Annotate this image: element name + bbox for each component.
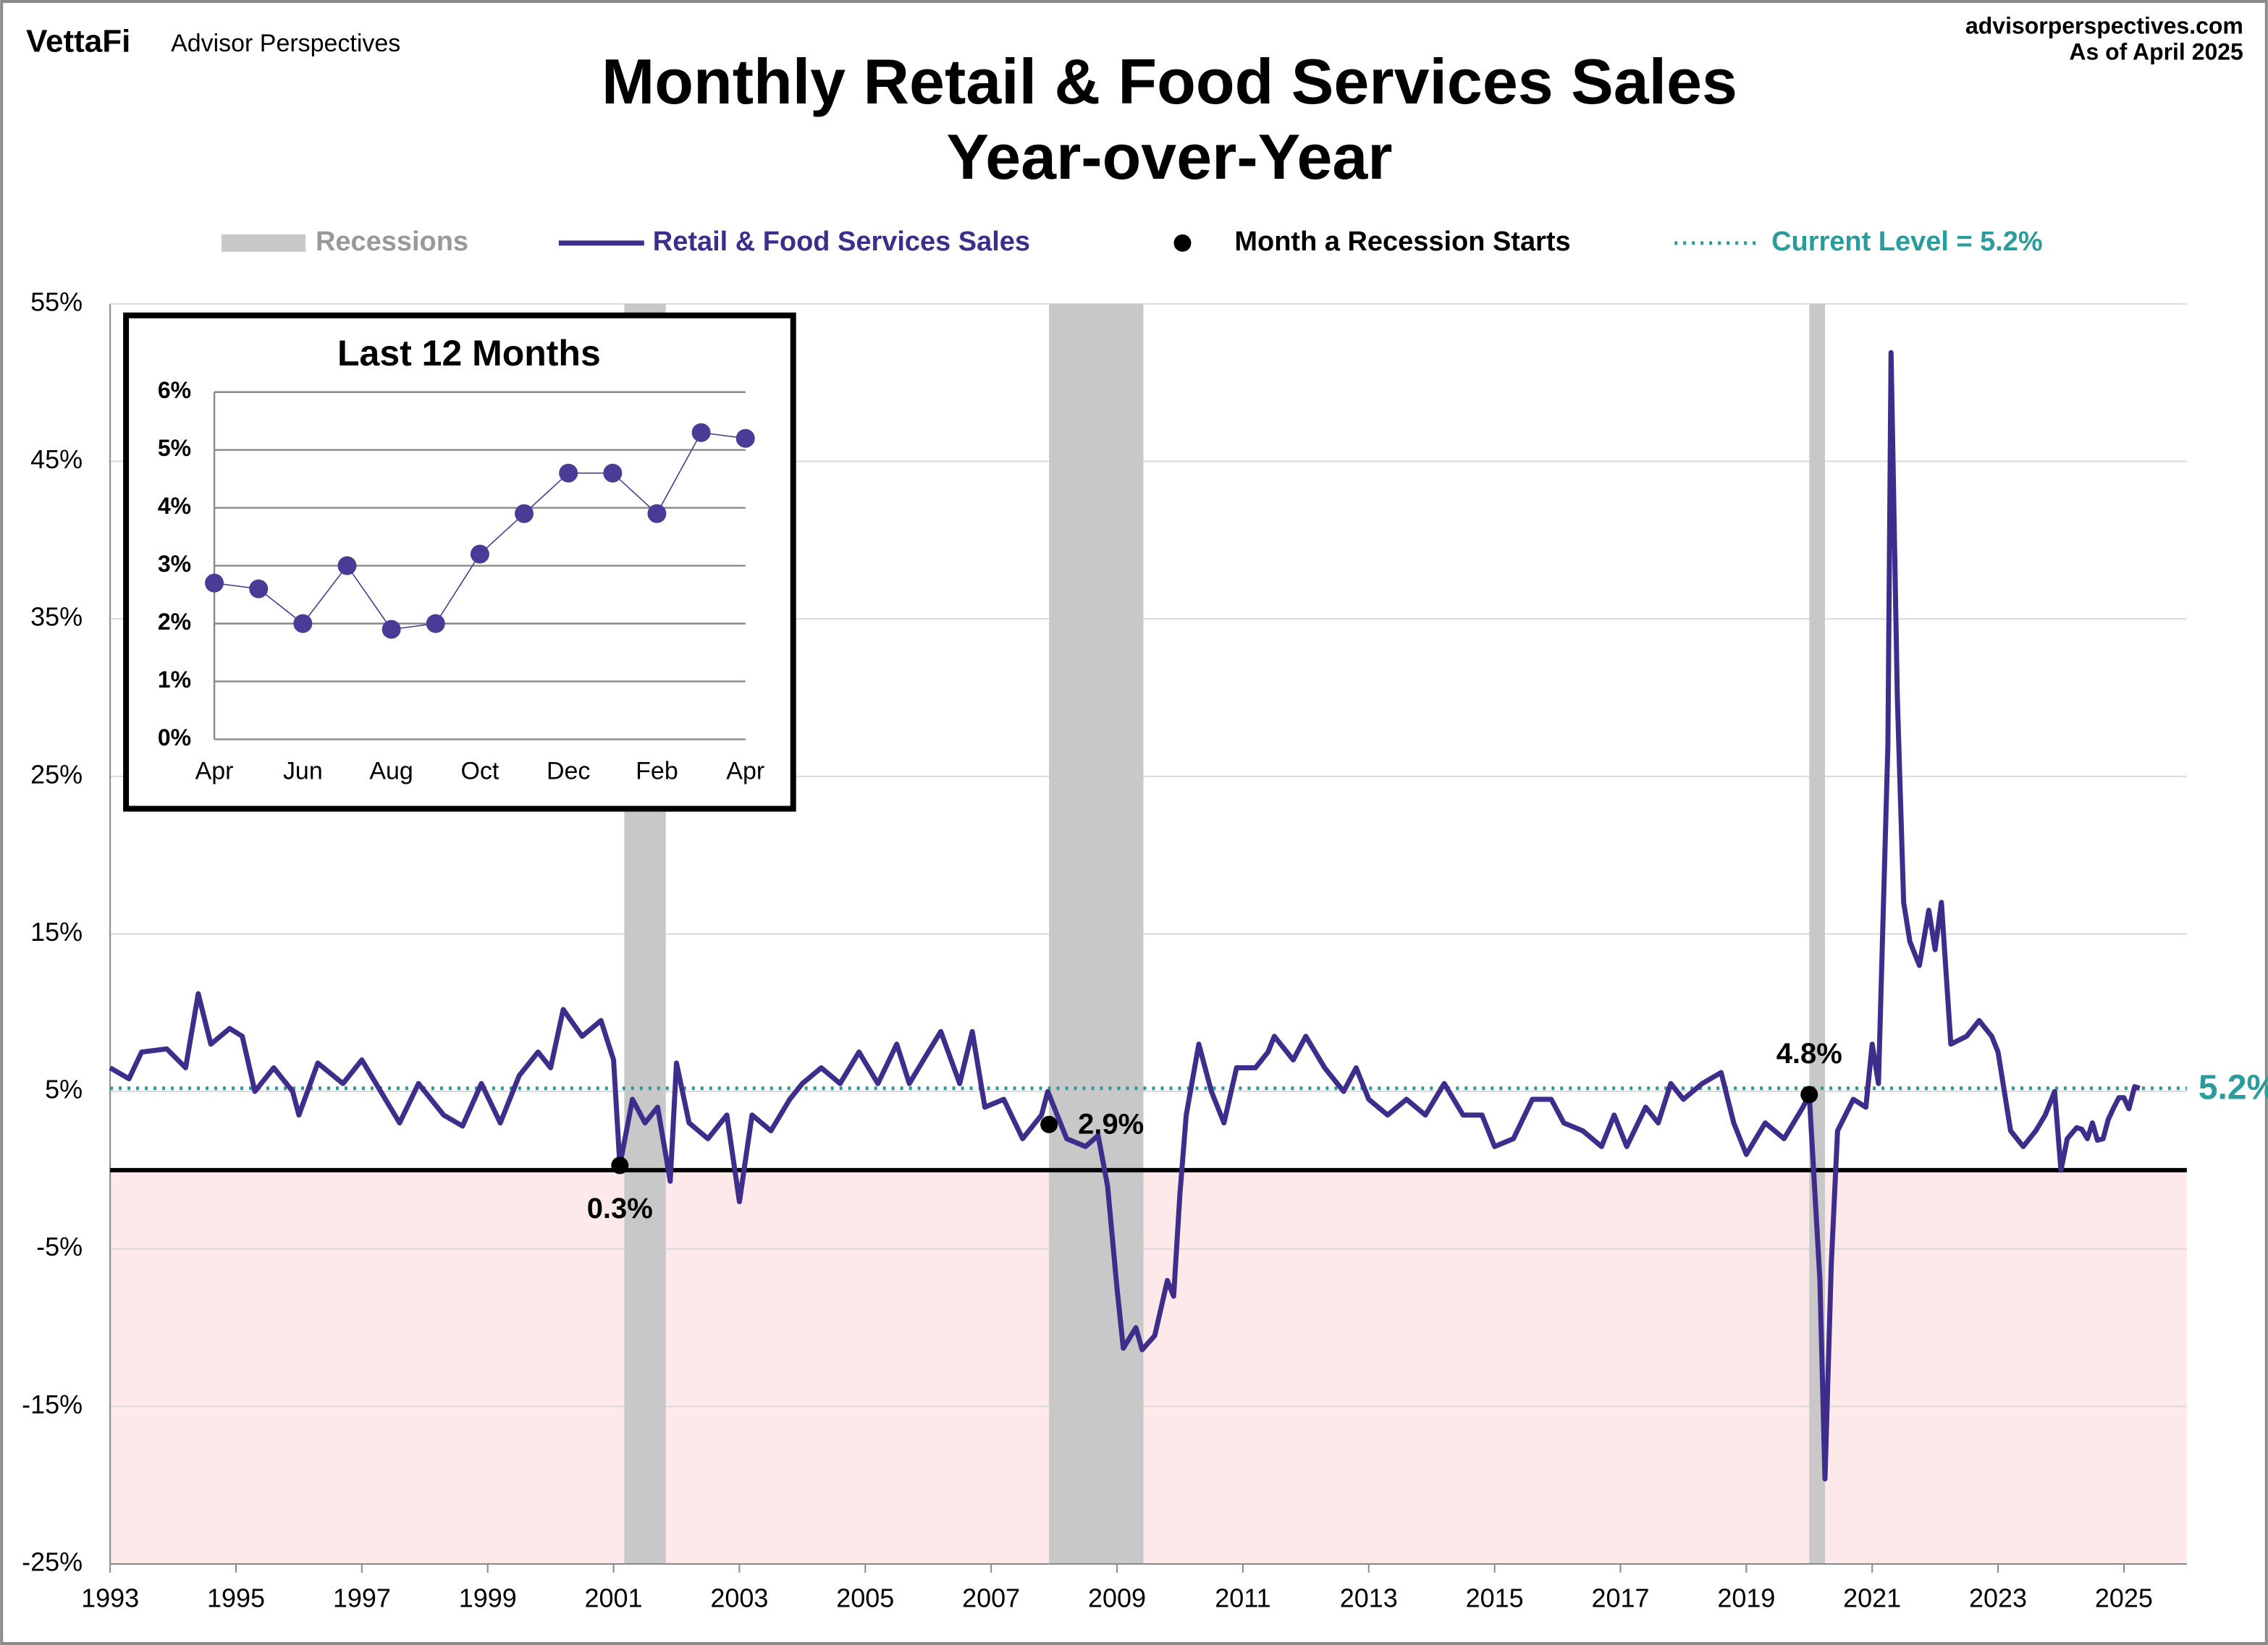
y-tick-label: 2%: [158, 609, 191, 635]
x-tick-label: Feb: [636, 757, 678, 785]
x-tick-label: 1993: [81, 1583, 139, 1613]
x-tick-label: 1997: [333, 1583, 391, 1613]
data-point: [647, 504, 667, 523]
y-tick-label: 25%: [30, 759, 83, 789]
x-tick-label: 2021: [1843, 1583, 1901, 1613]
brand-sub: Advisor Perspectives: [171, 30, 400, 57]
x-tick-label: 2013: [1340, 1583, 1398, 1613]
y-tick-label: 5%: [158, 435, 191, 461]
brand: VettaFi: [26, 24, 130, 59]
x-tick-label: 2001: [585, 1583, 643, 1613]
recession-start-marker: [611, 1156, 629, 1175]
site: advisorperspectives.com: [1965, 12, 2243, 38]
y-tick-label: 4%: [158, 493, 191, 519]
as-of: As of April 2025: [2069, 38, 2243, 64]
series-line: [109, 350, 2141, 1482]
data-point: [735, 428, 755, 448]
recession-start-label: 2.9%: [1078, 1108, 1144, 1140]
x-tick-label: 2023: [1969, 1583, 2027, 1613]
y-tick-label: 6%: [158, 377, 191, 403]
x-tick-label: Aug: [369, 757, 413, 785]
recession-band: [1809, 303, 1826, 1565]
x-tick-label: Apr: [195, 757, 234, 785]
inset-frame: [123, 312, 796, 812]
y-tick-label: 15%: [30, 917, 83, 947]
data-point: [381, 619, 401, 639]
data-point: [515, 504, 534, 523]
y-tick-label: 1%: [158, 667, 191, 693]
chart-subtitle: Year-over-Year: [946, 121, 1392, 193]
x-tick-label: 2005: [836, 1583, 894, 1613]
y-tick-label: -25%: [22, 1547, 83, 1577]
inset-title: Last 12 Months: [337, 333, 601, 373]
x-tick-label: Apr: [726, 757, 764, 785]
y-tick-label: 35%: [30, 602, 83, 632]
current-level-label: 5.2%: [2199, 1068, 2268, 1107]
x-tick-label: 1999: [459, 1583, 517, 1613]
x-tick-label: Dec: [547, 757, 590, 785]
chart-title: Monthly Retail & Food Services Sales: [602, 46, 1737, 117]
x-tick-label: 2017: [1591, 1583, 1649, 1613]
data-point: [249, 579, 269, 599]
y-tick-label: -5%: [36, 1232, 83, 1261]
x-tick-label: 2019: [1717, 1583, 1775, 1613]
legend-swatch: [222, 234, 306, 252]
legend-label: Recessions: [316, 227, 468, 257]
x-tick-label: 2003: [710, 1583, 768, 1613]
x-tick-label: 1995: [207, 1583, 265, 1613]
x-tick-label: 2011: [1215, 1583, 1270, 1613]
data-point: [559, 463, 578, 483]
negative-region: [110, 1170, 2187, 1565]
x-tick-label: Oct: [460, 757, 499, 785]
legend-label: Current Level = 5.2%: [1771, 227, 2043, 257]
recession-start-marker: [1040, 1115, 1058, 1133]
legend-label: Month a Recession Starts: [1234, 227, 1570, 257]
x-tick-label: 2025: [2095, 1583, 2153, 1613]
y-tick-label: 55%: [30, 287, 83, 316]
data-point: [470, 544, 489, 564]
data-point: [603, 463, 623, 483]
y-tick-label: 45%: [30, 444, 83, 474]
recession-start-label: 4.8%: [1776, 1038, 1842, 1070]
data-point: [337, 556, 357, 575]
x-tick-label: Jun: [283, 757, 323, 785]
y-tick-label: 3%: [158, 551, 191, 577]
x-tick-label: 2009: [1088, 1583, 1146, 1613]
data-point: [205, 573, 224, 593]
x-tick-label: 2015: [1466, 1583, 1524, 1613]
recession-band: [1049, 303, 1144, 1565]
data-point: [691, 423, 711, 442]
data-point: [426, 614, 445, 633]
data-point: [293, 614, 313, 633]
y-tick-label: 0%: [158, 724, 191, 750]
x-tick-label: 2007: [962, 1583, 1020, 1613]
legend-label: Retail & Food Services Sales: [653, 227, 1030, 257]
y-tick-label: 5%: [45, 1075, 83, 1104]
legend-swatch: [1173, 234, 1192, 252]
recession-start-label: 0.3%: [587, 1193, 653, 1225]
y-tick-label: -15%: [22, 1390, 83, 1419]
recession-start-marker: [1800, 1086, 1818, 1104]
